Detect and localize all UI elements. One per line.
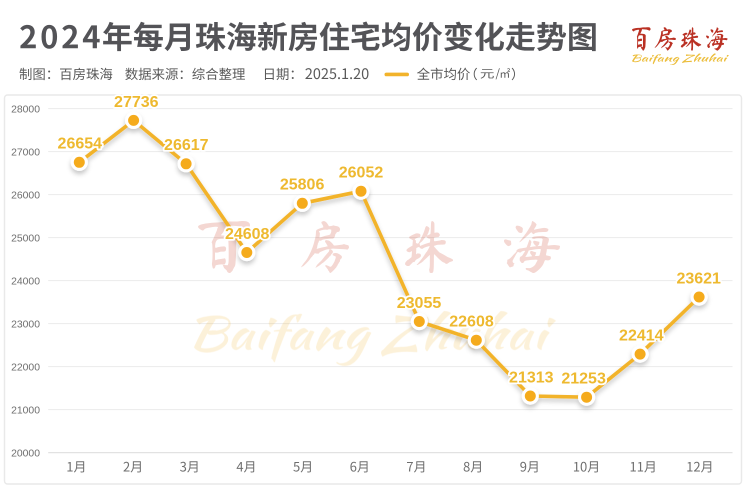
svg-text:21313: 21313 (509, 369, 554, 386)
svg-text:22000: 22000 (11, 362, 40, 373)
svg-text:22608: 22608 (449, 314, 494, 331)
svg-text:23055: 23055 (397, 295, 442, 312)
svg-text:26617: 26617 (164, 137, 209, 154)
svg-text:26052: 26052 (339, 165, 384, 182)
svg-text:27000: 27000 (11, 147, 40, 158)
svg-text:25806: 25806 (280, 177, 325, 194)
svg-text:23621: 23621 (676, 270, 721, 287)
svg-text:22414: 22414 (619, 328, 664, 345)
svg-text:26000: 26000 (11, 190, 40, 201)
svg-text:21000: 21000 (11, 405, 40, 416)
svg-text:20000: 20000 (11, 448, 40, 459)
svg-text:27736: 27736 (114, 94, 159, 111)
svg-text:24608: 24608 (225, 226, 270, 243)
svg-text:23000: 23000 (11, 319, 40, 330)
svg-text:25000: 25000 (11, 233, 40, 244)
svg-text:26654: 26654 (58, 136, 103, 153)
svg-text:24000: 24000 (11, 276, 40, 287)
svg-text:21253: 21253 (561, 371, 606, 388)
svg-text:28000: 28000 (11, 104, 40, 115)
